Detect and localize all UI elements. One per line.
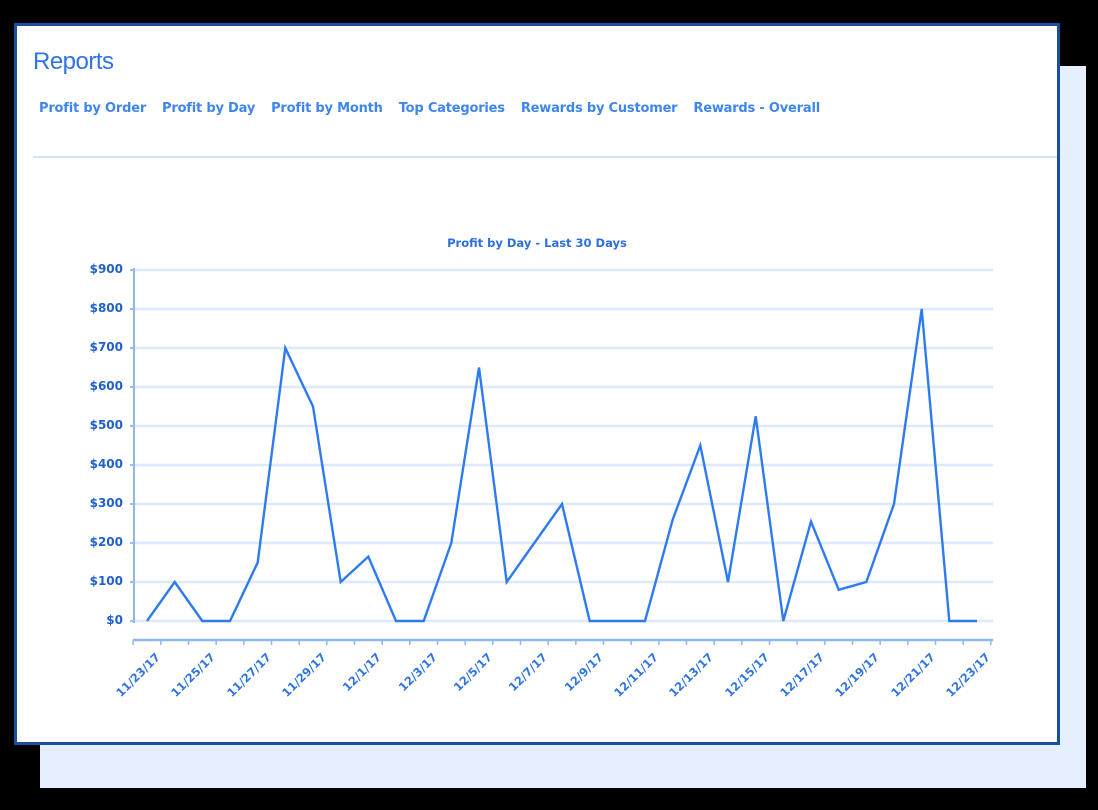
tab-rewards-overall[interactable]: Rewards - Overall <box>693 101 820 116</box>
y-axis-label: $0 <box>106 613 123 627</box>
y-axis-label: $100 <box>89 574 123 588</box>
tab-profit-by-day[interactable]: Profit by Day <box>162 101 256 116</box>
y-axis-label: $300 <box>89 496 123 510</box>
reports-panel: Reports Profit by Order Profit by Day Pr… <box>14 23 1060 745</box>
y-axis-label: $700 <box>89 340 123 354</box>
header-divider <box>33 156 1057 158</box>
tab-profit-by-order[interactable]: Profit by Order <box>39 101 147 116</box>
profit-series-line <box>146 308 977 623</box>
y-axis-label: $200 <box>89 535 123 549</box>
report-tabs: Profit by Order Profit by Day Profit by … <box>39 101 820 116</box>
chart-title: Profit by Day - Last 30 Days <box>447 236 627 250</box>
tab-profit-by-month[interactable]: Profit by Month <box>271 101 383 116</box>
y-axis-label: $400 <box>89 457 123 471</box>
tab-top-categories[interactable]: Top Categories <box>398 101 505 116</box>
page-title: Reports <box>33 48 114 75</box>
y-axis-label: $900 <box>89 262 123 276</box>
y-axis-label: $500 <box>89 418 123 432</box>
chart-canvas <box>130 268 993 645</box>
y-axis-label: $800 <box>89 301 123 315</box>
y-axis-label: $600 <box>89 379 123 393</box>
tab-rewards-by-customer[interactable]: Rewards by Customer <box>520 101 678 116</box>
